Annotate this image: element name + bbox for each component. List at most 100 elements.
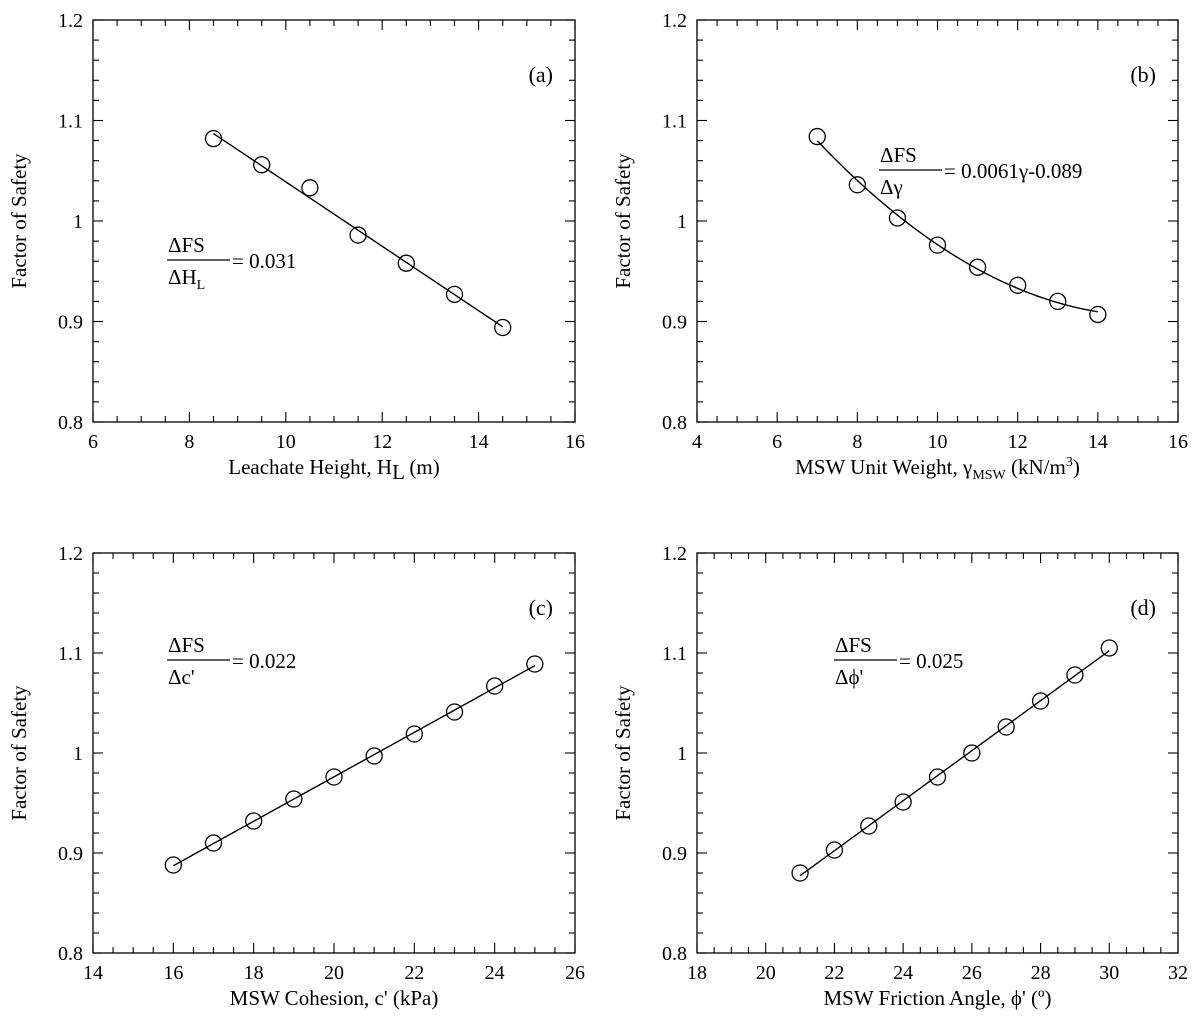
data-point	[405, 725, 423, 743]
y-axis-title: Factor of Safety	[611, 153, 635, 289]
slope-annotation: ΔFS Δγ = 0.0061γ-0.089	[879, 143, 1082, 199]
annotation-numerator: ΔFS	[168, 233, 205, 257]
data-point	[397, 254, 415, 272]
data-point	[997, 718, 1015, 736]
x-tick-label: 24	[485, 962, 505, 984]
annotation-numerator: ΔFS	[835, 633, 872, 657]
data-point	[791, 864, 809, 882]
x-tick-label: 26	[565, 962, 585, 984]
x-tick-label: 18	[244, 962, 264, 984]
y-tick-label: 0.8	[58, 412, 83, 434]
x-tick-label: 8	[852, 431, 862, 453]
y-tick-label: 1.1	[662, 643, 687, 665]
data-point	[968, 258, 987, 276]
panel-tag: (d)	[1130, 595, 1156, 620]
panel-tag: (b)	[1130, 62, 1156, 87]
x-tick-label: 8	[184, 431, 194, 453]
data-point	[928, 236, 947, 254]
y-tick-label: 0.8	[662, 412, 687, 434]
data-point	[1049, 292, 1067, 311]
y-tick-label: 1	[73, 211, 83, 233]
data-point	[1100, 639, 1118, 657]
panel-a: 6 8 10 12 14 16 0.8 0.9 1 1.1 1.2 Factor of Safety L…	[7, 10, 585, 484]
x-tick-label: 16	[163, 962, 183, 984]
y-tick-label: 0.8	[662, 943, 687, 965]
y-axis-title: Factor of Safety	[7, 685, 31, 821]
panel-tag: (a)	[529, 62, 553, 87]
annotation-value: = 0.0061γ-0.089	[944, 159, 1082, 183]
plot-frame	[696, 19, 1179, 423]
plot-frame	[92, 552, 576, 954]
annotation-denominator: Δc'	[168, 665, 195, 689]
x-tick-label: 4	[692, 431, 702, 453]
annotation-value: = 0.022	[232, 649, 296, 673]
fit-line	[213, 133, 504, 328]
data-point	[1031, 692, 1050, 710]
annotation-value: = 0.031	[232, 249, 296, 273]
x-tick-label: 16	[1168, 431, 1188, 453]
x-tick-label: 28	[1031, 962, 1051, 984]
y-tick-label: 1.2	[58, 10, 83, 32]
data-point	[808, 127, 826, 146]
data-point	[1089, 305, 1107, 324]
data-point	[1009, 276, 1027, 294]
x-tick-label: 12	[1008, 431, 1028, 453]
panel-c: 14 16 18 20 22 24 26 0.8 0.9 1 1.1 1.2 Factor of Saf…	[7, 543, 585, 1010]
annotation-denominator: ΔHL	[168, 265, 205, 293]
panel-tag: (c)	[529, 595, 553, 620]
data-point	[164, 856, 182, 874]
data-point	[365, 747, 383, 765]
x-tick-label: 22	[824, 962, 844, 984]
data-point	[526, 655, 544, 673]
fit-line	[799, 650, 1110, 877]
data-point	[245, 812, 263, 830]
y-tick-label: 1.1	[662, 111, 687, 133]
panel-d: 18 20 22 24 26 28 30 32 0.8 0.9 1 1.1 1.2 Factor of S…	[611, 543, 1188, 1010]
y-tick-label: 1	[677, 211, 687, 233]
annotation-numerator: ΔFS	[880, 143, 917, 167]
data-point	[928, 768, 947, 786]
x-axis-title: MSW Cohesion, c' (kPa)	[230, 986, 439, 1010]
data-point	[325, 768, 343, 786]
data-point	[825, 841, 844, 859]
y-tick-label: 0.9	[662, 312, 687, 334]
x-tick-label: 6	[772, 431, 782, 453]
y-tick-label: 1.1	[58, 111, 83, 133]
data-point	[204, 834, 223, 852]
x-tick-label: 14	[469, 431, 489, 453]
data-point	[888, 209, 907, 227]
x-tick-label: 14	[83, 962, 103, 984]
data-point	[253, 156, 271, 174]
x-tick-label: 12	[372, 431, 392, 453]
fit-line	[172, 665, 536, 867]
annotation-numerator: ΔFS	[168, 633, 205, 657]
x-tick-label: 6	[88, 431, 98, 453]
data-point	[894, 793, 912, 811]
data-point	[445, 285, 464, 304]
data-point	[486, 677, 504, 695]
slope-annotation: ΔFS Δc' = 0.022	[167, 633, 296, 689]
x-tick-label: 32	[1168, 962, 1188, 984]
annotation-denominator: Δϕ'	[835, 665, 863, 689]
y-tick-label: 1	[677, 743, 687, 765]
y-axis-title: Factor of Safety	[611, 685, 635, 821]
x-axis-title: Leachate Height, HL (m)	[228, 455, 439, 484]
x-axis-title: MSW Friction Angle, ϕ' (º)	[823, 986, 1051, 1010]
fit-line	[816, 140, 1098, 313]
x-tick-label: 20	[756, 962, 776, 984]
x-axis-title: MSW Unit Weight, γMSW (kN/m3)	[795, 455, 1080, 483]
x-tick-label: 24	[893, 962, 913, 984]
y-tick-label: 1.2	[662, 543, 687, 565]
y-tick-label: 0.9	[58, 843, 83, 865]
x-tick-label: 10	[928, 431, 948, 453]
panel-b: 4 6 8 10 12 14 16 0.8 0.9 1 1.1 1.2 Factor of Safety…	[611, 10, 1188, 483]
data-point	[494, 318, 512, 337]
y-tick-label: 1	[73, 743, 83, 765]
x-tick-label: 18	[687, 962, 707, 984]
x-tick-label: 14	[1088, 431, 1108, 453]
slope-annotation: ΔFS Δϕ' = 0.025	[834, 633, 963, 689]
slope-annotation: ΔFS ΔHL = 0.031	[167, 233, 296, 293]
x-tick-label: 22	[404, 962, 424, 984]
data-point	[848, 176, 866, 194]
annotation-value: = 0.025	[899, 649, 963, 673]
